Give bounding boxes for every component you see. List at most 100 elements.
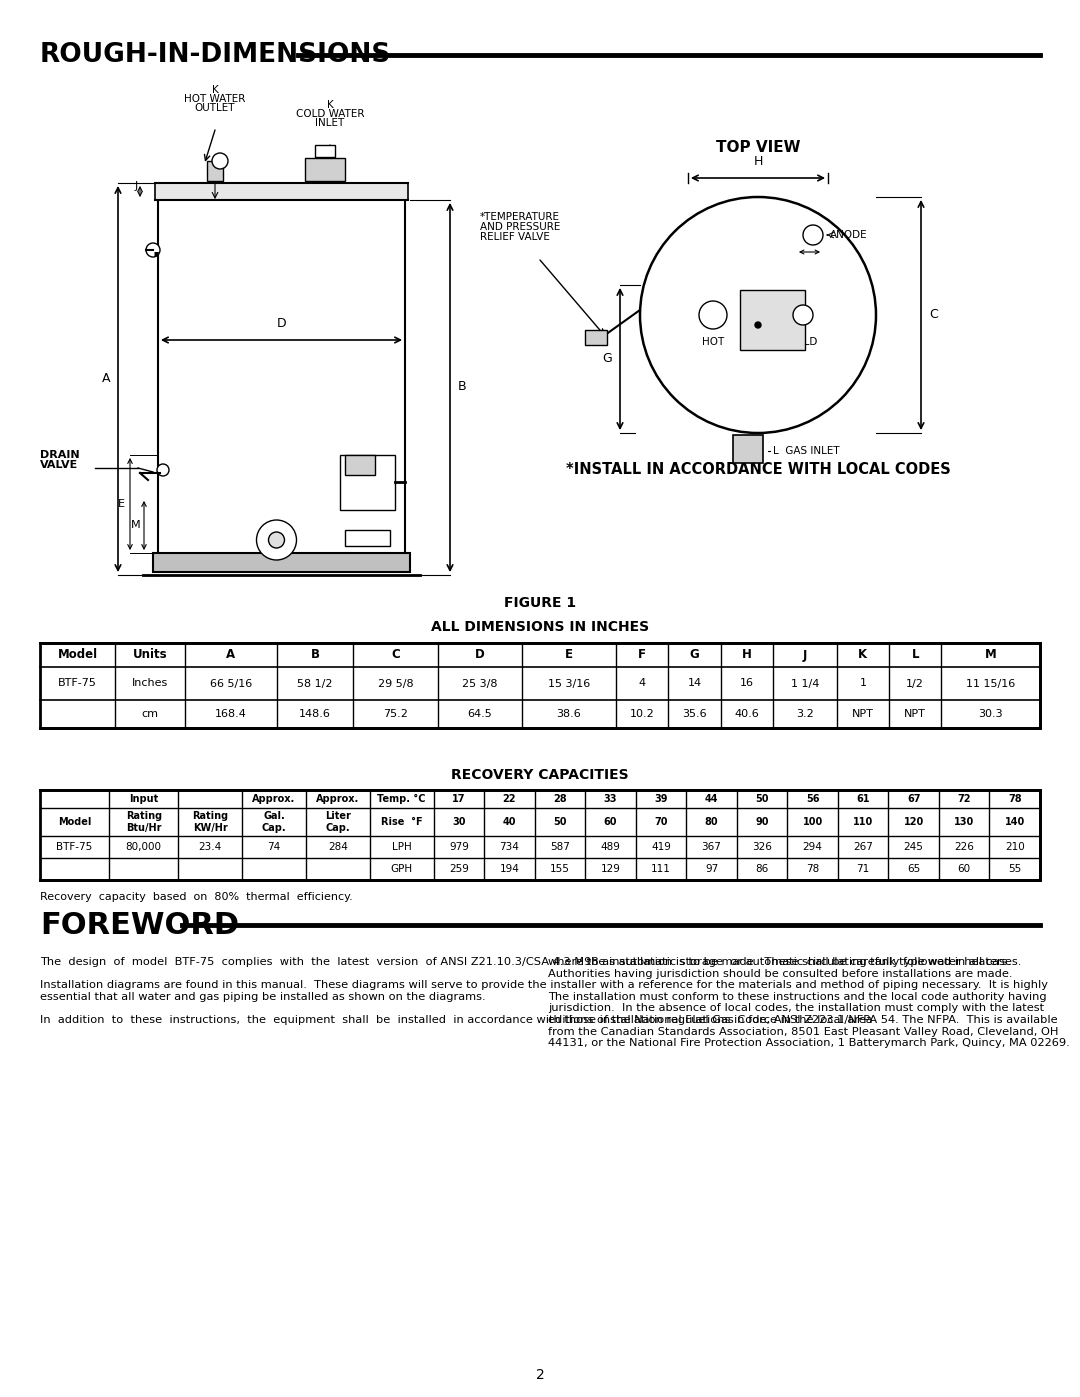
Text: 64.5: 64.5 xyxy=(468,710,492,719)
Text: 44: 44 xyxy=(705,793,718,805)
Text: 367: 367 xyxy=(702,842,721,852)
Circle shape xyxy=(804,225,823,244)
Text: BTF-75: BTF-75 xyxy=(58,679,97,689)
Bar xyxy=(153,553,410,571)
Text: 80: 80 xyxy=(705,817,718,827)
Text: 267: 267 xyxy=(853,842,873,852)
Text: 140: 140 xyxy=(1004,817,1025,827)
Text: Model: Model xyxy=(57,648,98,662)
Text: E: E xyxy=(565,648,573,662)
Text: 419: 419 xyxy=(651,842,671,852)
Text: D: D xyxy=(475,648,485,662)
Text: 4: 4 xyxy=(638,679,646,689)
Text: cm: cm xyxy=(141,710,159,719)
Text: BTF-75: BTF-75 xyxy=(56,842,93,852)
Bar xyxy=(740,291,805,351)
Text: 58 1/2: 58 1/2 xyxy=(297,679,333,689)
Text: 3.2: 3.2 xyxy=(796,710,813,719)
Text: 35.6: 35.6 xyxy=(683,710,707,719)
Text: where the installation is to be made.  These shall be carefully followed in all : where the installation is to be made. Th… xyxy=(548,957,1070,1048)
Text: 1/2: 1/2 xyxy=(906,679,924,689)
Text: 97: 97 xyxy=(705,863,718,875)
Bar xyxy=(585,330,607,345)
Bar xyxy=(158,196,405,564)
Text: 130: 130 xyxy=(954,817,974,827)
Text: G: G xyxy=(603,352,612,366)
Text: FIGURE 1: FIGURE 1 xyxy=(504,597,576,610)
Text: 78: 78 xyxy=(806,863,820,875)
Text: GPH: GPH xyxy=(391,863,413,875)
Text: L  GAS INLET: L GAS INLET xyxy=(773,446,839,455)
Text: 38.6: 38.6 xyxy=(556,710,581,719)
Text: 120: 120 xyxy=(904,817,923,827)
Text: A: A xyxy=(102,373,110,386)
Text: *TEMPERATURE: *TEMPERATURE xyxy=(480,212,561,222)
Text: C: C xyxy=(929,309,937,321)
Text: Gal.
Cap.: Gal. Cap. xyxy=(261,812,286,833)
Text: COLD WATER: COLD WATER xyxy=(296,109,364,119)
Circle shape xyxy=(157,464,168,476)
Text: ANODE: ANODE xyxy=(831,231,867,240)
Text: 11 15/16: 11 15/16 xyxy=(966,679,1015,689)
Text: B: B xyxy=(311,648,320,662)
Text: 86: 86 xyxy=(755,863,769,875)
Text: 587: 587 xyxy=(550,842,570,852)
Text: H: H xyxy=(742,648,752,662)
Text: 67: 67 xyxy=(907,793,920,805)
Text: 489: 489 xyxy=(600,842,620,852)
Bar xyxy=(207,161,222,182)
Text: Rating
Btu/Hr: Rating Btu/Hr xyxy=(125,812,162,833)
Text: INLET: INLET xyxy=(315,117,345,129)
Circle shape xyxy=(755,321,761,328)
Text: 284: 284 xyxy=(328,842,348,852)
Text: Approx.: Approx. xyxy=(253,793,296,805)
Text: Input: Input xyxy=(130,793,159,805)
Bar xyxy=(156,183,408,200)
Text: Recovery  capacity  based  on  80%  thermal  efficiency.: Recovery capacity based on 80% thermal e… xyxy=(40,893,353,902)
Circle shape xyxy=(699,300,727,330)
Text: J: J xyxy=(135,182,138,191)
Text: 15 3/16: 15 3/16 xyxy=(548,679,590,689)
Text: 259: 259 xyxy=(449,863,469,875)
Text: D: D xyxy=(276,317,286,330)
Text: 226: 226 xyxy=(955,842,974,852)
Text: 245: 245 xyxy=(904,842,923,852)
Text: TOP VIEW: TOP VIEW xyxy=(716,140,800,155)
Text: K: K xyxy=(859,648,867,662)
Text: 50: 50 xyxy=(553,817,567,827)
Text: 100: 100 xyxy=(802,817,823,827)
Text: 23.4: 23.4 xyxy=(199,842,221,852)
Bar xyxy=(315,145,335,156)
Text: The  design  of  model  BTF-75  complies  with  the  latest  version  of ANSI Z2: The design of model BTF-75 complies with… xyxy=(40,957,1048,1025)
Text: 29 5/8: 29 5/8 xyxy=(378,679,414,689)
Text: 55: 55 xyxy=(1008,863,1022,875)
Text: LPH: LPH xyxy=(392,842,411,852)
Text: 75.2: 75.2 xyxy=(383,710,408,719)
Text: 60: 60 xyxy=(958,863,971,875)
Text: Inches: Inches xyxy=(132,679,168,689)
Text: 14: 14 xyxy=(688,679,702,689)
Text: 10.2: 10.2 xyxy=(630,710,654,719)
Bar xyxy=(40,643,1040,728)
Text: 2: 2 xyxy=(536,1368,544,1382)
Circle shape xyxy=(146,243,160,257)
Text: HOT WATER: HOT WATER xyxy=(185,94,245,103)
Circle shape xyxy=(212,154,228,169)
Text: F: F xyxy=(807,235,812,244)
Text: 979: 979 xyxy=(449,842,469,852)
Text: F: F xyxy=(638,648,646,662)
Text: 25 3/8: 25 3/8 xyxy=(462,679,498,689)
Text: Liter
Cap.: Liter Cap. xyxy=(325,812,351,833)
Circle shape xyxy=(640,197,876,433)
Text: RECOVERY CAPACITIES: RECOVERY CAPACITIES xyxy=(451,768,629,782)
Text: OUTLET: OUTLET xyxy=(194,103,235,113)
Text: NPT: NPT xyxy=(852,710,874,719)
Text: 1: 1 xyxy=(860,679,866,689)
Text: 148.6: 148.6 xyxy=(299,710,330,719)
Circle shape xyxy=(257,520,297,560)
Text: NPT: NPT xyxy=(904,710,927,719)
Text: 168.4: 168.4 xyxy=(215,710,247,719)
Text: 28: 28 xyxy=(553,793,567,805)
Text: 39: 39 xyxy=(654,793,667,805)
Text: 33: 33 xyxy=(604,793,618,805)
